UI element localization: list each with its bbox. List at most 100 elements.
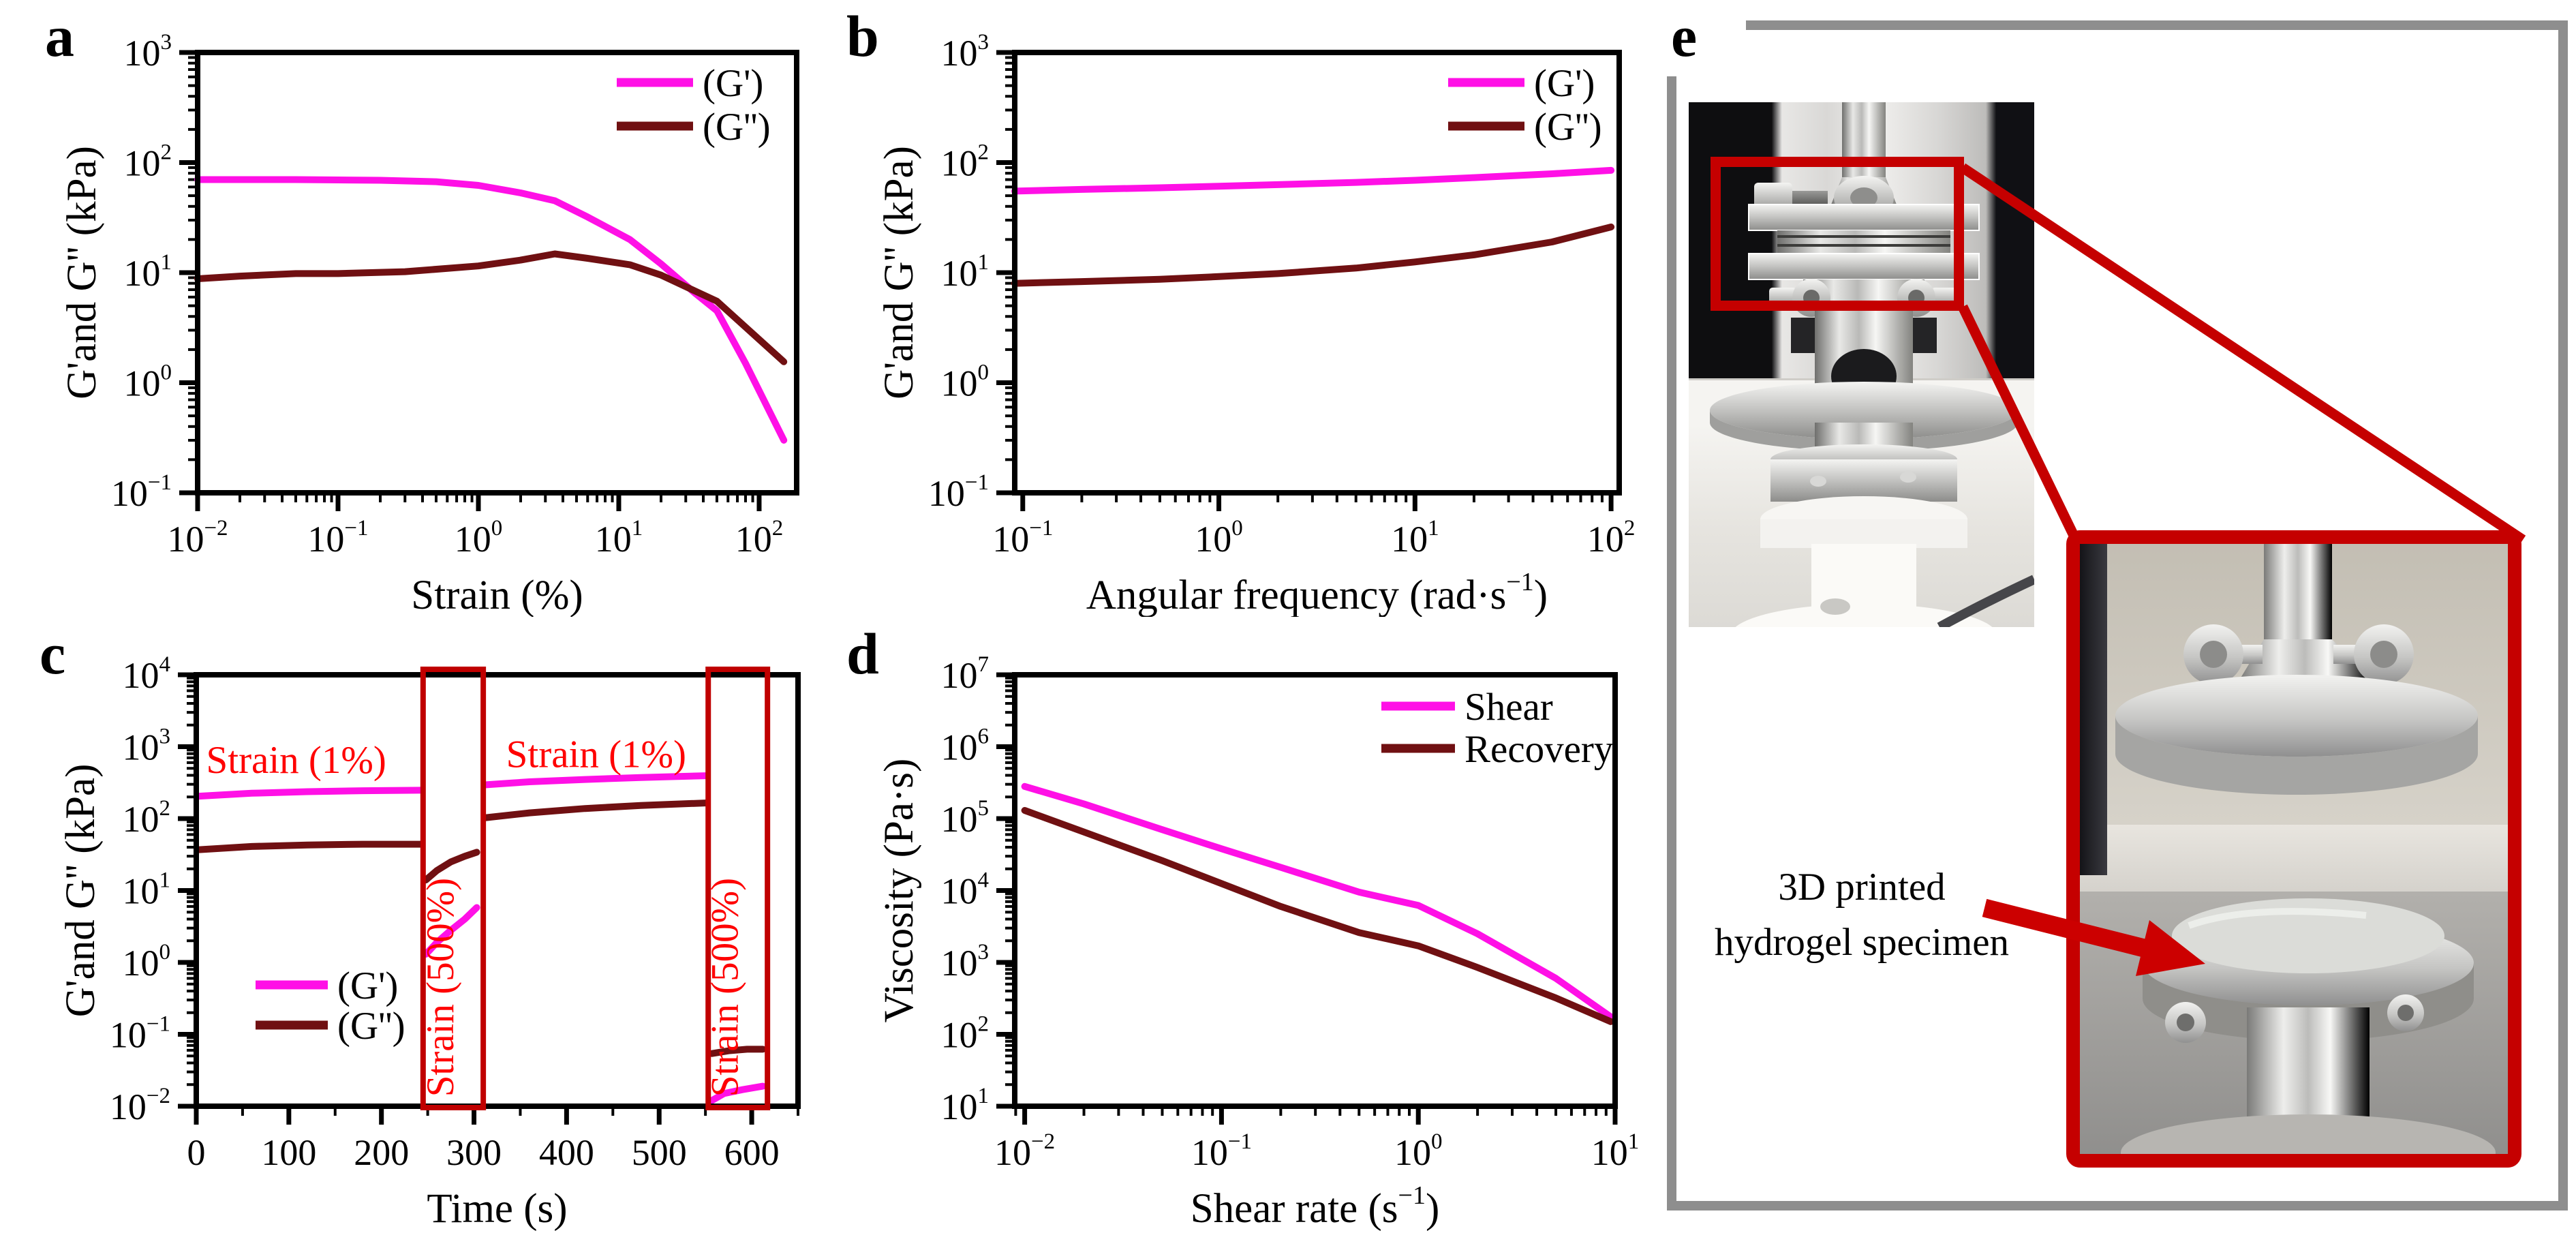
legend-label: Shear: [1465, 686, 1553, 729]
specimen-label-line1: 3D printed: [1778, 866, 1946, 909]
annotation: Strain (1%): [206, 739, 386, 782]
panel-letter-a: a: [45, 3, 74, 69]
y-axis-label: Viscosity (Pa·s): [876, 759, 922, 1023]
y-axis-label: G'and G'' (kPa): [59, 146, 105, 399]
y-tick-label: 104: [123, 652, 171, 696]
dish-top: [1710, 382, 2018, 439]
x-tick-label: 10−1: [992, 516, 1053, 560]
side-bolt-thread: [1792, 191, 1828, 204]
panel-e-frame-right: [2558, 20, 2568, 1211]
x-tick-label: 200: [354, 1132, 409, 1173]
flange-screw: [1900, 472, 1916, 483]
y-tick-label: 101: [941, 1084, 990, 1127]
legend-label: (G''): [337, 1005, 405, 1048]
specimen-label-line2: hydrogel specimen: [1714, 920, 2010, 964]
x-tick-label: 0: [187, 1132, 206, 1173]
y-tick-label: 102: [123, 796, 171, 840]
annotation: Strain (500%): [419, 878, 462, 1097]
inset-upper-shaft: [2264, 544, 2332, 643]
inset-screw-right-hex: [2397, 1005, 2414, 1021]
dish-rim: [1710, 410, 2018, 451]
y-tick-label: 102: [941, 140, 990, 184]
flange-screw: [1810, 476, 1826, 487]
series-magenta: [196, 787, 425, 800]
legend-label: (G''): [703, 106, 771, 149]
spacer-discs: [1777, 230, 1950, 254]
x-tick-label: 101: [595, 516, 643, 560]
inset-upper-platen-wall: [2115, 716, 2478, 795]
plot-frame: [194, 672, 801, 1109]
plot-frame: [1012, 672, 1618, 1109]
panel-e-frame-top: [1746, 20, 2568, 30]
clamp-tab-left: [1791, 318, 1815, 353]
chart-panel-strain-sweep: 10−2 10−1 100 101 102 10−1 100 101 102 103 (G') (G'…: [0, 0, 838, 618]
legend-label: (G'): [1534, 62, 1595, 105]
y-tick-label: 10−1: [110, 1012, 170, 1056]
x-axis-label: Time (s): [427, 1186, 567, 1232]
base-screw: [1820, 598, 1850, 615]
x-tick-label: 400: [539, 1132, 594, 1173]
y-tick-label: 105: [941, 796, 990, 840]
lower-flange: [1770, 459, 1957, 502]
y-tick-label: 103: [941, 940, 990, 984]
inset-dark-edge: [2080, 544, 2107, 875]
series-magenta: [422, 904, 480, 958]
series-magenta: [708, 1082, 767, 1104]
y-tick-label: 102: [941, 1012, 990, 1056]
y-tick-label: 103: [123, 725, 171, 768]
y-tick-label: 100: [941, 361, 990, 404]
highlight-box: [1711, 157, 1964, 311]
y-tick-label: 100: [124, 361, 172, 404]
x-tick-label: 100: [1195, 516, 1243, 560]
panel-e-frame-left: [1667, 76, 1676, 1211]
series-magenta: [482, 772, 709, 789]
y-axis-label: G'and G'' (kPa): [876, 146, 922, 399]
series-maroon: [196, 840, 425, 853]
annotation: Strain (1%): [506, 733, 686, 776]
ptfe-ring-wall: [1760, 519, 1967, 548]
lower-flange-disc: [1748, 253, 1980, 280]
series-maroon: [194, 250, 788, 365]
hydrogel-sheen: [2188, 908, 2367, 929]
white-base: [1735, 604, 1993, 627]
series-magenta: [194, 176, 788, 444]
legend-label: Recovery: [1465, 728, 1614, 771]
inset-screw-left-hex: [2177, 1014, 2194, 1031]
inset-background-bench: [2080, 825, 2508, 892]
chart-svg-d: 10−2 10−1 100 101 101 102 103 104 105 106 107 Shear…: [876, 652, 1639, 1232]
legend-label: (G'): [703, 62, 763, 105]
x-axis-label: Angular frequency (rad·s−1): [1086, 568, 1548, 617]
x-tick-label: 10−1: [307, 516, 368, 560]
panel-letter-d: d: [846, 621, 879, 686]
legend-label: (G''): [1534, 106, 1602, 149]
panel-letter-b: b: [846, 3, 879, 69]
x-tick-label: 500: [632, 1132, 687, 1173]
series-maroon: [1021, 807, 1614, 1025]
chart-svg-c: 0 100 200 300 400 500 600 10−2 10−1 100 101 102 103 1…: [58, 652, 801, 1232]
series-maroon: [482, 800, 709, 821]
y-tick-label: 103: [941, 30, 990, 74]
panel-letter-c: c: [40, 621, 66, 686]
x-axis-label: Shear rate (s−1): [1191, 1181, 1440, 1232]
x-tick-label: 10−2: [994, 1129, 1055, 1173]
x-axis-label: Strain (%): [411, 573, 583, 617]
inset-upper-platen: [2115, 675, 2478, 757]
x-tick-label: 10−2: [167, 516, 228, 560]
series-maroon: [422, 849, 480, 884]
y-tick-label: 104: [941, 868, 990, 912]
inset-knob-right-center: [2370, 641, 2397, 668]
series-magenta: [1011, 166, 1615, 195]
plot-frame: [1012, 50, 1622, 496]
x-tick-label: 10−1: [1191, 1129, 1252, 1173]
annotation: Strain (500%): [704, 878, 747, 1097]
chart-panel-viscosity: 10−2 10−1 100 101 101 102 103 104 105 106 107 Shear…: [838, 617, 1676, 1233]
specimen-label: 3D printed hydrogel specimen: [1685, 860, 2039, 971]
y-tick-label: 107: [941, 652, 990, 696]
strain-band: [705, 667, 771, 1110]
y-tick-label: 10−2: [110, 1084, 170, 1127]
x-tick-label: 102: [735, 516, 784, 560]
chart-panel-frequency-sweep: 10−1 100 101 102 10−1 100 101 102 103 (G') (G'') An…: [838, 0, 1676, 618]
legend-label: (G'): [337, 964, 398, 1007]
upper-shaft: [1842, 102, 1886, 184]
